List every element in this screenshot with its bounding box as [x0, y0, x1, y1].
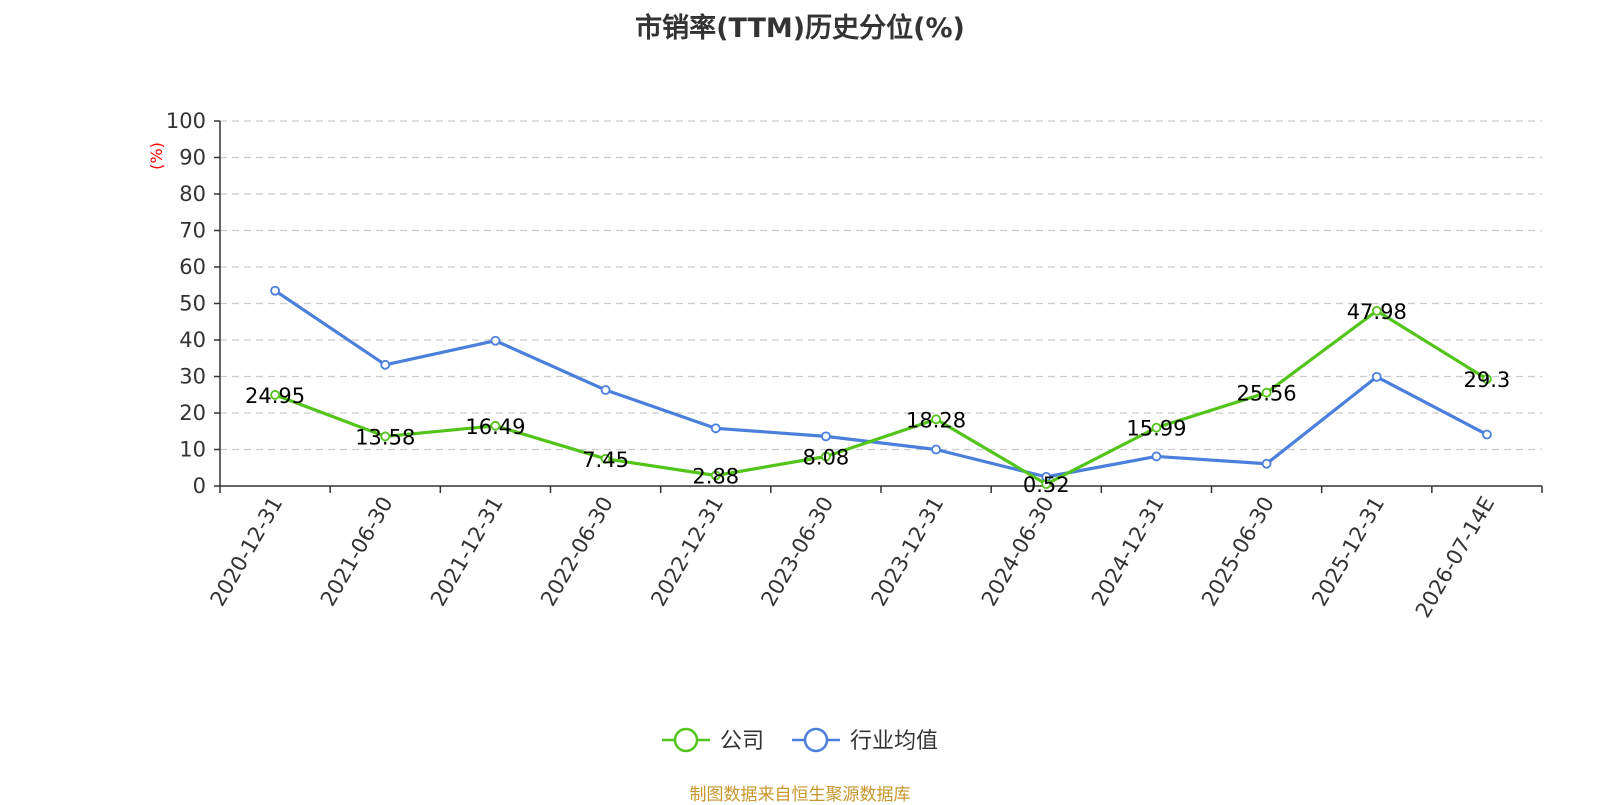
- data-point[interactable]: [1151, 422, 1162, 433]
- data-point[interactable]: [270, 390, 280, 400]
- data-point[interactable]: [821, 431, 831, 442]
- x-tick-label: 2024-12-31: [1087, 493, 1169, 611]
- data-label: 16.49: [465, 415, 525, 439]
- x-tick-label: 2024-06-30: [977, 493, 1059, 611]
- data-label: 8.08: [803, 446, 850, 470]
- source-note: 制图数据来自恒生聚源数据库: [689, 785, 911, 805]
- data-point[interactable]: [1371, 371, 1382, 382]
- data-point[interactable]: [1261, 387, 1272, 398]
- data-label: 0.52: [1023, 473, 1070, 497]
- data-label: 29.3: [1464, 368, 1511, 392]
- data-point[interactable]: [270, 285, 280, 296]
- data-point[interactable]: [710, 470, 721, 481]
- x-tick-label: 2025-06-30: [1197, 493, 1279, 611]
- axis-layer: 0 10 20 30 40 50 60 70 80 90 100 2020-12-31 2021-06-…: [166, 109, 1543, 622]
- legend-marker: [803, 727, 829, 753]
- y-axis-unit-label: (%): [147, 142, 166, 170]
- data-point[interactable]: [1371, 305, 1382, 316]
- data-label: 13.58: [355, 425, 415, 449]
- y-tick-label: 90: [179, 146, 206, 170]
- series-line: [274, 309, 1488, 486]
- x-tick-label: 2021-12-31: [426, 492, 508, 610]
- data-label: 18.28: [906, 408, 966, 432]
- data-point[interactable]: [1482, 374, 1492, 384]
- x-tick-label: 2023-06-30: [756, 493, 838, 611]
- data-point[interactable]: [490, 335, 501, 346]
- legend-label: 公司: [720, 729, 764, 754]
- data-point[interactable]: [600, 453, 611, 464]
- x-tick-label: 2025-12-31: [1307, 493, 1389, 611]
- data-label: 15.99: [1126, 417, 1186, 441]
- data-label: 25.56: [1237, 382, 1297, 406]
- data-point[interactable]: [931, 444, 941, 455]
- y-tick-label: 100: [166, 109, 206, 133]
- data-point[interactable]: [490, 420, 501, 431]
- data-label: 24.95: [245, 384, 305, 408]
- legend-label: 行业均值: [850, 729, 938, 754]
- y-tick-label: 10: [179, 438, 206, 462]
- legend[interactable]: 公司 行业均值: [662, 727, 938, 754]
- data-point[interactable]: [710, 423, 721, 434]
- data-label: 47.98: [1347, 300, 1407, 324]
- y-tick-label: 30: [179, 365, 206, 389]
- data-point[interactable]: [380, 359, 391, 370]
- y-tick-label: 0: [193, 474, 206, 498]
- y-tick-label: 40: [179, 328, 206, 352]
- data-point[interactable]: [1261, 458, 1272, 469]
- data-point[interactable]: [1151, 451, 1162, 462]
- y-tick-label: 80: [179, 182, 206, 206]
- series-layer: [270, 285, 1492, 490]
- x-tick-label: 2023-12-31: [867, 492, 949, 610]
- legend-item[interactable]: 行业均值: [792, 727, 938, 754]
- x-tick-label: 2022-12-31: [646, 493, 728, 611]
- chart-title: 市销率(TTM)历史分位(%): [635, 13, 965, 44]
- data-label: 7.45: [582, 448, 629, 472]
- legend-marker: [673, 727, 699, 753]
- y-tick-label: 70: [179, 219, 206, 243]
- y-tick-label: 20: [179, 401, 206, 425]
- data-point[interactable]: [931, 414, 941, 425]
- data-label: 2.88: [692, 464, 739, 488]
- data-point[interactable]: [380, 431, 391, 442]
- grid-layer: [220, 120, 1542, 451]
- y-tick-label: 50: [179, 292, 206, 316]
- data-point[interactable]: [1041, 479, 1052, 490]
- data-point[interactable]: [1482, 429, 1492, 440]
- x-tick-label: 2021-06-30: [316, 493, 398, 611]
- data-point[interactable]: [821, 451, 831, 462]
- series-line: [274, 289, 1488, 479]
- legend-item[interactable]: 公司: [662, 727, 764, 754]
- y-tick-label: 60: [179, 255, 206, 279]
- data-point[interactable]: [600, 385, 611, 395]
- data-label-layer: 24.95 13.58 16.49 7.45 2.88 8.08 18.28 0.52 15.9…: [245, 300, 1510, 497]
- x-tick-label: 2022-06-30: [536, 493, 618, 611]
- x-tick-label: 2020-12-31: [206, 493, 288, 611]
- x-tick-label: 2026-07-14E: [1411, 493, 1499, 622]
